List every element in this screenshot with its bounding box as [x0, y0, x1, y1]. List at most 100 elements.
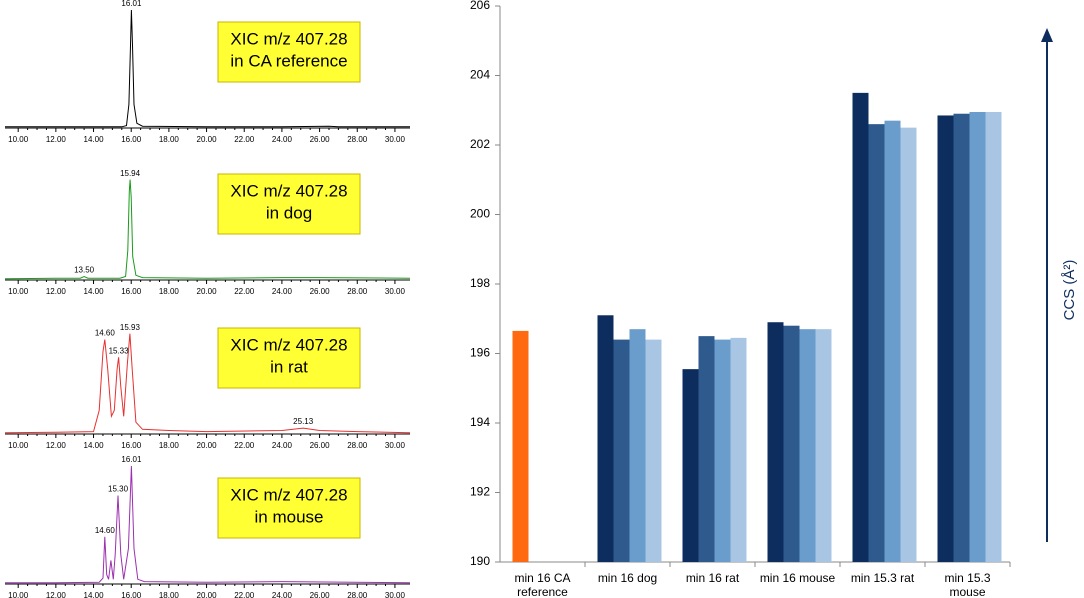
x-tick-label: 22.00 [234, 135, 255, 144]
x-tick-label: 24.00 [272, 135, 293, 144]
x-tick-label: 12.00 [46, 441, 67, 450]
peak-label: 16.01 [121, 455, 142, 464]
bar [852, 92, 869, 562]
peak-label: 13.50 [74, 266, 95, 275]
y-tick-label: 198 [470, 276, 490, 290]
x-tick-label: 26.00 [310, 441, 331, 450]
x-tick-label: 30.00 [385, 591, 406, 598]
trace [5, 465, 411, 584]
bar [953, 113, 970, 562]
x-tick-label: min 16 rat [685, 571, 740, 585]
y-tick-label: 204 [470, 68, 490, 82]
bar [645, 339, 662, 562]
bar [900, 127, 917, 562]
label-box [217, 327, 361, 389]
x-tick-label: min 16 dog [597, 571, 658, 585]
box-text: in rat [270, 357, 308, 376]
x-tick-label: 14.00 [84, 591, 105, 598]
x-tick-label: min 16 mouse [759, 571, 836, 585]
x-tick-label: 28.00 [347, 135, 368, 144]
x-tick-label: 18.00 [159, 591, 180, 598]
bar [597, 315, 614, 562]
x-tick-label: 18.00 [159, 135, 180, 144]
box-text: XIC m/z 407.28 [230, 29, 347, 48]
x-tick-label: 30.00 [385, 441, 406, 450]
bar [698, 336, 715, 562]
x-tick-label: 26.00 [310, 287, 331, 296]
x-tick-label: 14.00 [84, 441, 105, 450]
x-tick-label: 16.00 [121, 135, 142, 144]
x-tick-label: 24.00 [272, 441, 293, 450]
peak-label: 15.33 [109, 346, 130, 355]
y-tick-label: 196 [470, 346, 490, 360]
x-tick-label: 10.00 [8, 441, 29, 450]
bar [868, 124, 885, 563]
x-tick-label: 24.00 [272, 287, 293, 296]
x-tick-label: 14.00 [84, 287, 105, 296]
bar [613, 339, 630, 562]
peak-label: 14.60 [95, 526, 116, 535]
bar [969, 111, 986, 563]
x-tick-label: 10.00 [8, 591, 29, 598]
box-text: in mouse [255, 507, 324, 526]
x-tick-label: 12.00 [46, 287, 67, 296]
bar [512, 330, 529, 562]
bar [884, 120, 901, 563]
x-tick-label: 24.00 [272, 591, 293, 598]
x-tick-label: 26.00 [310, 591, 331, 598]
peak-label: 16.01 [121, 0, 142, 8]
bar [767, 322, 784, 562]
x-tick-label: 10.00 [8, 287, 29, 296]
x-tick-label: 20.00 [197, 287, 218, 296]
x-tick-label: 18.00 [159, 441, 180, 450]
peak-label: 25.13 [293, 417, 314, 426]
label-box [217, 173, 361, 235]
bar [682, 369, 699, 562]
bar [714, 339, 731, 562]
arrow-head [1041, 28, 1053, 42]
trace [4, 179, 411, 280]
peak-label: 15.93 [120, 323, 141, 332]
x-tick-label: 22.00 [234, 591, 255, 598]
peak-label: 15.94 [120, 169, 141, 178]
box-text: XIC m/z 407.28 [230, 485, 347, 504]
x-tick-label: 28.00 [347, 287, 368, 296]
bar [730, 337, 747, 562]
y-tick-label: 192 [470, 485, 490, 499]
trace [4, 333, 411, 434]
x-tick-label: 30.00 [385, 287, 406, 296]
bar [799, 329, 816, 562]
x-tick-label: 20.00 [197, 441, 218, 450]
x-tick-label: 30.00 [385, 135, 406, 144]
label-box [217, 477, 361, 539]
y-tick-label: 194 [470, 415, 490, 429]
x-tick-label: 18.00 [159, 287, 180, 296]
y-axis-label: CCS (Å²) [1061, 260, 1078, 321]
x-tick-label: 20.00 [197, 135, 218, 144]
y-tick-label: 200 [470, 207, 490, 221]
bar [815, 329, 832, 562]
y-tick-label: 202 [470, 137, 490, 151]
x-tick-label: 14.00 [84, 135, 105, 144]
x-tick-label: 28.00 [347, 591, 368, 598]
y-tick-label: 190 [470, 554, 490, 568]
box-text: XIC m/z 407.28 [230, 335, 347, 354]
label-box [217, 21, 361, 83]
trace [5, 9, 410, 128]
x-tick-label: min 15.3 rat [850, 571, 915, 585]
x-tick-label: min 16 CA reference [514, 571, 571, 598]
x-tick-label: 16.00 [121, 441, 142, 450]
peak-label: 14.60 [95, 329, 116, 338]
x-tick-label: 28.00 [347, 441, 368, 450]
x-tick-label: min 15.3 mouse [944, 571, 991, 598]
x-tick-label: 26.00 [310, 135, 331, 144]
box-text: in CA reference [230, 51, 347, 70]
x-tick-label: 22.00 [234, 287, 255, 296]
x-tick-label: 20.00 [197, 591, 218, 598]
x-tick-label: 12.00 [46, 591, 67, 598]
peak-label: 15.30 [108, 485, 129, 494]
x-tick-label: 16.00 [121, 287, 142, 296]
y-tick-label: 206 [470, 0, 490, 12]
